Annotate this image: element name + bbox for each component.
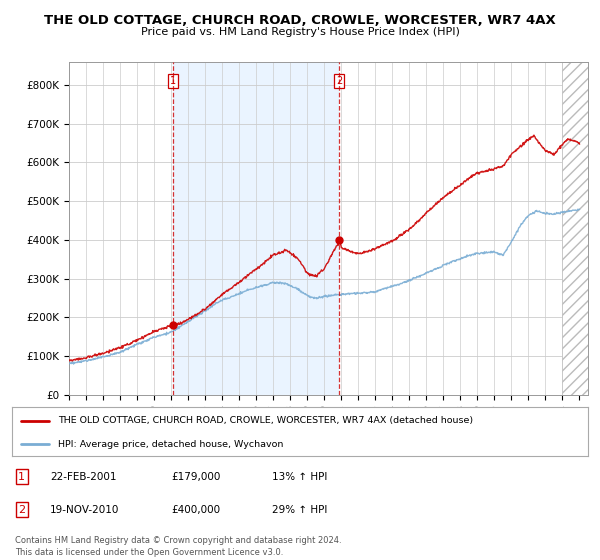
Text: Contains HM Land Registry data © Crown copyright and database right 2024.: Contains HM Land Registry data © Crown c… [15, 536, 341, 545]
Text: 1: 1 [19, 472, 25, 482]
Text: 2: 2 [19, 505, 25, 515]
Text: £179,000: £179,000 [172, 472, 221, 482]
Text: THE OLD COTTAGE, CHURCH ROAD, CROWLE, WORCESTER, WR7 4AX: THE OLD COTTAGE, CHURCH ROAD, CROWLE, WO… [44, 14, 556, 27]
Text: 1: 1 [170, 76, 176, 86]
Text: £400,000: £400,000 [172, 505, 221, 515]
Text: 19-NOV-2010: 19-NOV-2010 [50, 505, 119, 515]
Text: 13% ↑ HPI: 13% ↑ HPI [272, 472, 328, 482]
Text: THE OLD COTTAGE, CHURCH ROAD, CROWLE, WORCESTER, WR7 4AX (detached house): THE OLD COTTAGE, CHURCH ROAD, CROWLE, WO… [58, 417, 473, 426]
Text: 2: 2 [336, 76, 343, 86]
Bar [173, 62, 339, 395]
Text: Price paid vs. HM Land Registry's House Price Index (HPI): Price paid vs. HM Land Registry's House … [140, 27, 460, 37]
Text: 22-FEB-2001: 22-FEB-2001 [50, 472, 116, 482]
Text: This data is licensed under the Open Government Licence v3.0.: This data is licensed under the Open Gov… [15, 548, 283, 557]
Text: HPI: Average price, detached house, Wychavon: HPI: Average price, detached house, Wych… [58, 440, 283, 449]
Text: 29% ↑ HPI: 29% ↑ HPI [272, 505, 328, 515]
Bar [562, 62, 588, 395]
